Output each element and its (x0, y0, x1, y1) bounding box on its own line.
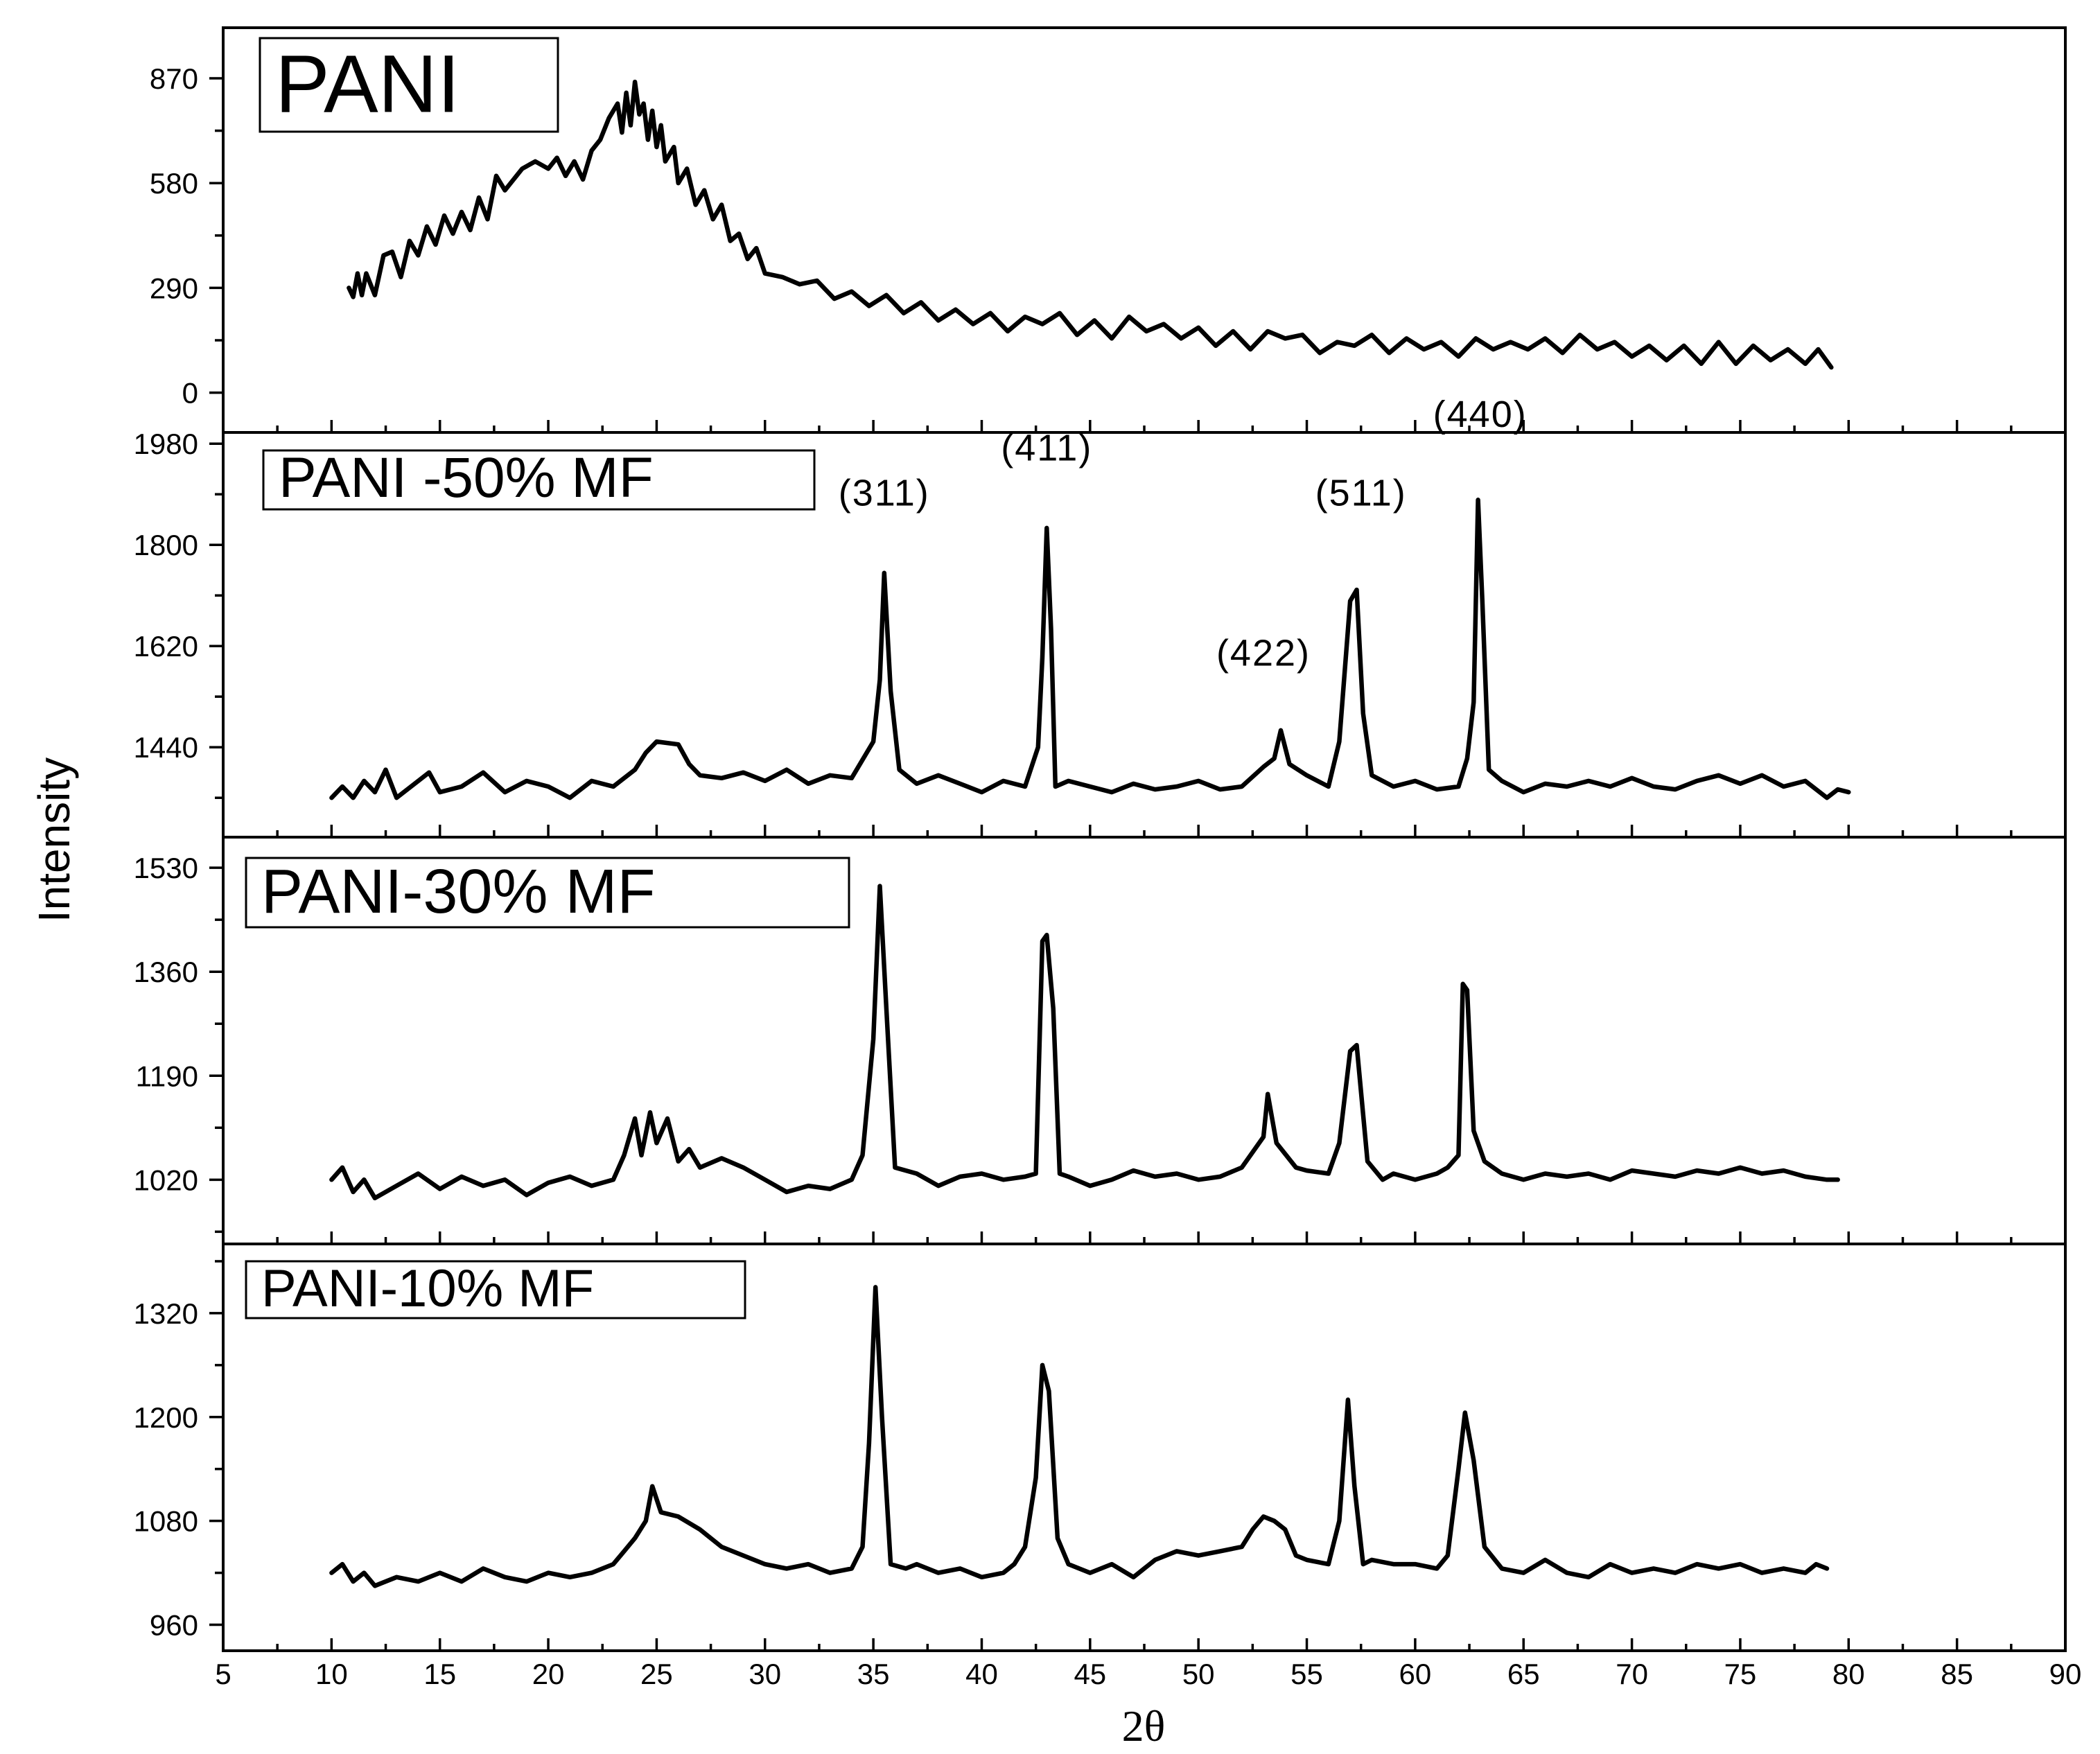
peak-annotation: (411) (1001, 428, 1092, 469)
y-tick-label: 1360 (134, 956, 198, 988)
y-tick-label: 1980 (134, 428, 198, 460)
series-line-pani-50 (329, 498, 1851, 800)
panel-pani: 0 290 580 870 PANI (150, 37, 2067, 432)
x-tick-label: 65 (1507, 1658, 1540, 1690)
panel-label: PANI-10% MF (261, 1259, 594, 1318)
x-tick-label: 10 (315, 1658, 348, 1690)
y-axis-label: Intensity (29, 757, 79, 922)
x-tick-label: 70 (1616, 1658, 1648, 1690)
y-tick-label: 580 (150, 167, 198, 200)
panel-pani-10: 960 1080 1200 1320 PANI-10% MF (134, 1243, 2067, 1651)
y-tick-label: 1440 (134, 731, 198, 764)
panel-label: PANI (275, 39, 460, 130)
x-tick-label: 55 (1290, 1658, 1323, 1690)
y-tick-label: 1620 (134, 630, 198, 663)
peak-annotation: (511) (1315, 472, 1407, 514)
panel-label: PANI -50% MF (279, 446, 654, 509)
panel-label: PANI-30% MF (261, 857, 655, 927)
x-tick-label: 5 (215, 1658, 231, 1690)
x-tick-label: 85 (1941, 1658, 1973, 1690)
y-tick-label: 1320 (134, 1297, 198, 1330)
panel-label-box (262, 449, 816, 511)
panel-label-box (245, 857, 850, 929)
x-tick-label: 60 (1399, 1658, 1432, 1690)
x-tick-label: 80 (1832, 1658, 1865, 1690)
plot-frame (222, 26, 2067, 1652)
x-tick-label: 40 (965, 1658, 998, 1690)
y-tick-label: 960 (150, 1609, 198, 1642)
y-tick-label: 1020 (134, 1164, 198, 1196)
series-line-pani (347, 79, 1834, 370)
panel-label-box (245, 1260, 746, 1319)
y-tick-label: 290 (150, 272, 198, 304)
panel-pani-50: 1440 1620 1800 1980 PANI -50% MF (311) (411) (4… (134, 394, 2067, 837)
y-tick-label: 1800 (134, 529, 198, 561)
series-line-pani-30 (329, 884, 1840, 1201)
x-tick-label: 15 (423, 1658, 456, 1690)
x-tick-label: 30 (749, 1658, 781, 1690)
x-tick-label: 90 (2049, 1658, 2082, 1690)
y-tick-label: 870 (150, 62, 198, 95)
y-tick-label: 1080 (134, 1505, 198, 1538)
series-line-pani-10 (329, 1285, 1830, 1588)
y-tick-label: 1530 (134, 852, 198, 884)
y-tick-label: 1200 (134, 1401, 198, 1434)
y-tick-label: 1190 (136, 1060, 198, 1092)
x-tick-label: 45 (1074, 1658, 1106, 1690)
x-axis-label: 2θ (1122, 1701, 1166, 1751)
y-tick-label: 0 (182, 377, 198, 410)
x-tick-label: 25 (640, 1658, 673, 1690)
x-tick-label: 75 (1724, 1658, 1757, 1690)
x-tick-label: 20 (532, 1658, 565, 1690)
x-tick-label: 35 (857, 1658, 890, 1690)
peak-annotation: (422) (1216, 633, 1311, 674)
panel-pani-30: 1020 1190 1360 1530 PANI-30% MF (134, 836, 2067, 1244)
peak-annotation: (311) (839, 472, 930, 514)
x-tick-label: 50 (1182, 1658, 1215, 1690)
peak-annotation: (440) (1433, 394, 1528, 435)
panel-label-box (259, 37, 559, 133)
